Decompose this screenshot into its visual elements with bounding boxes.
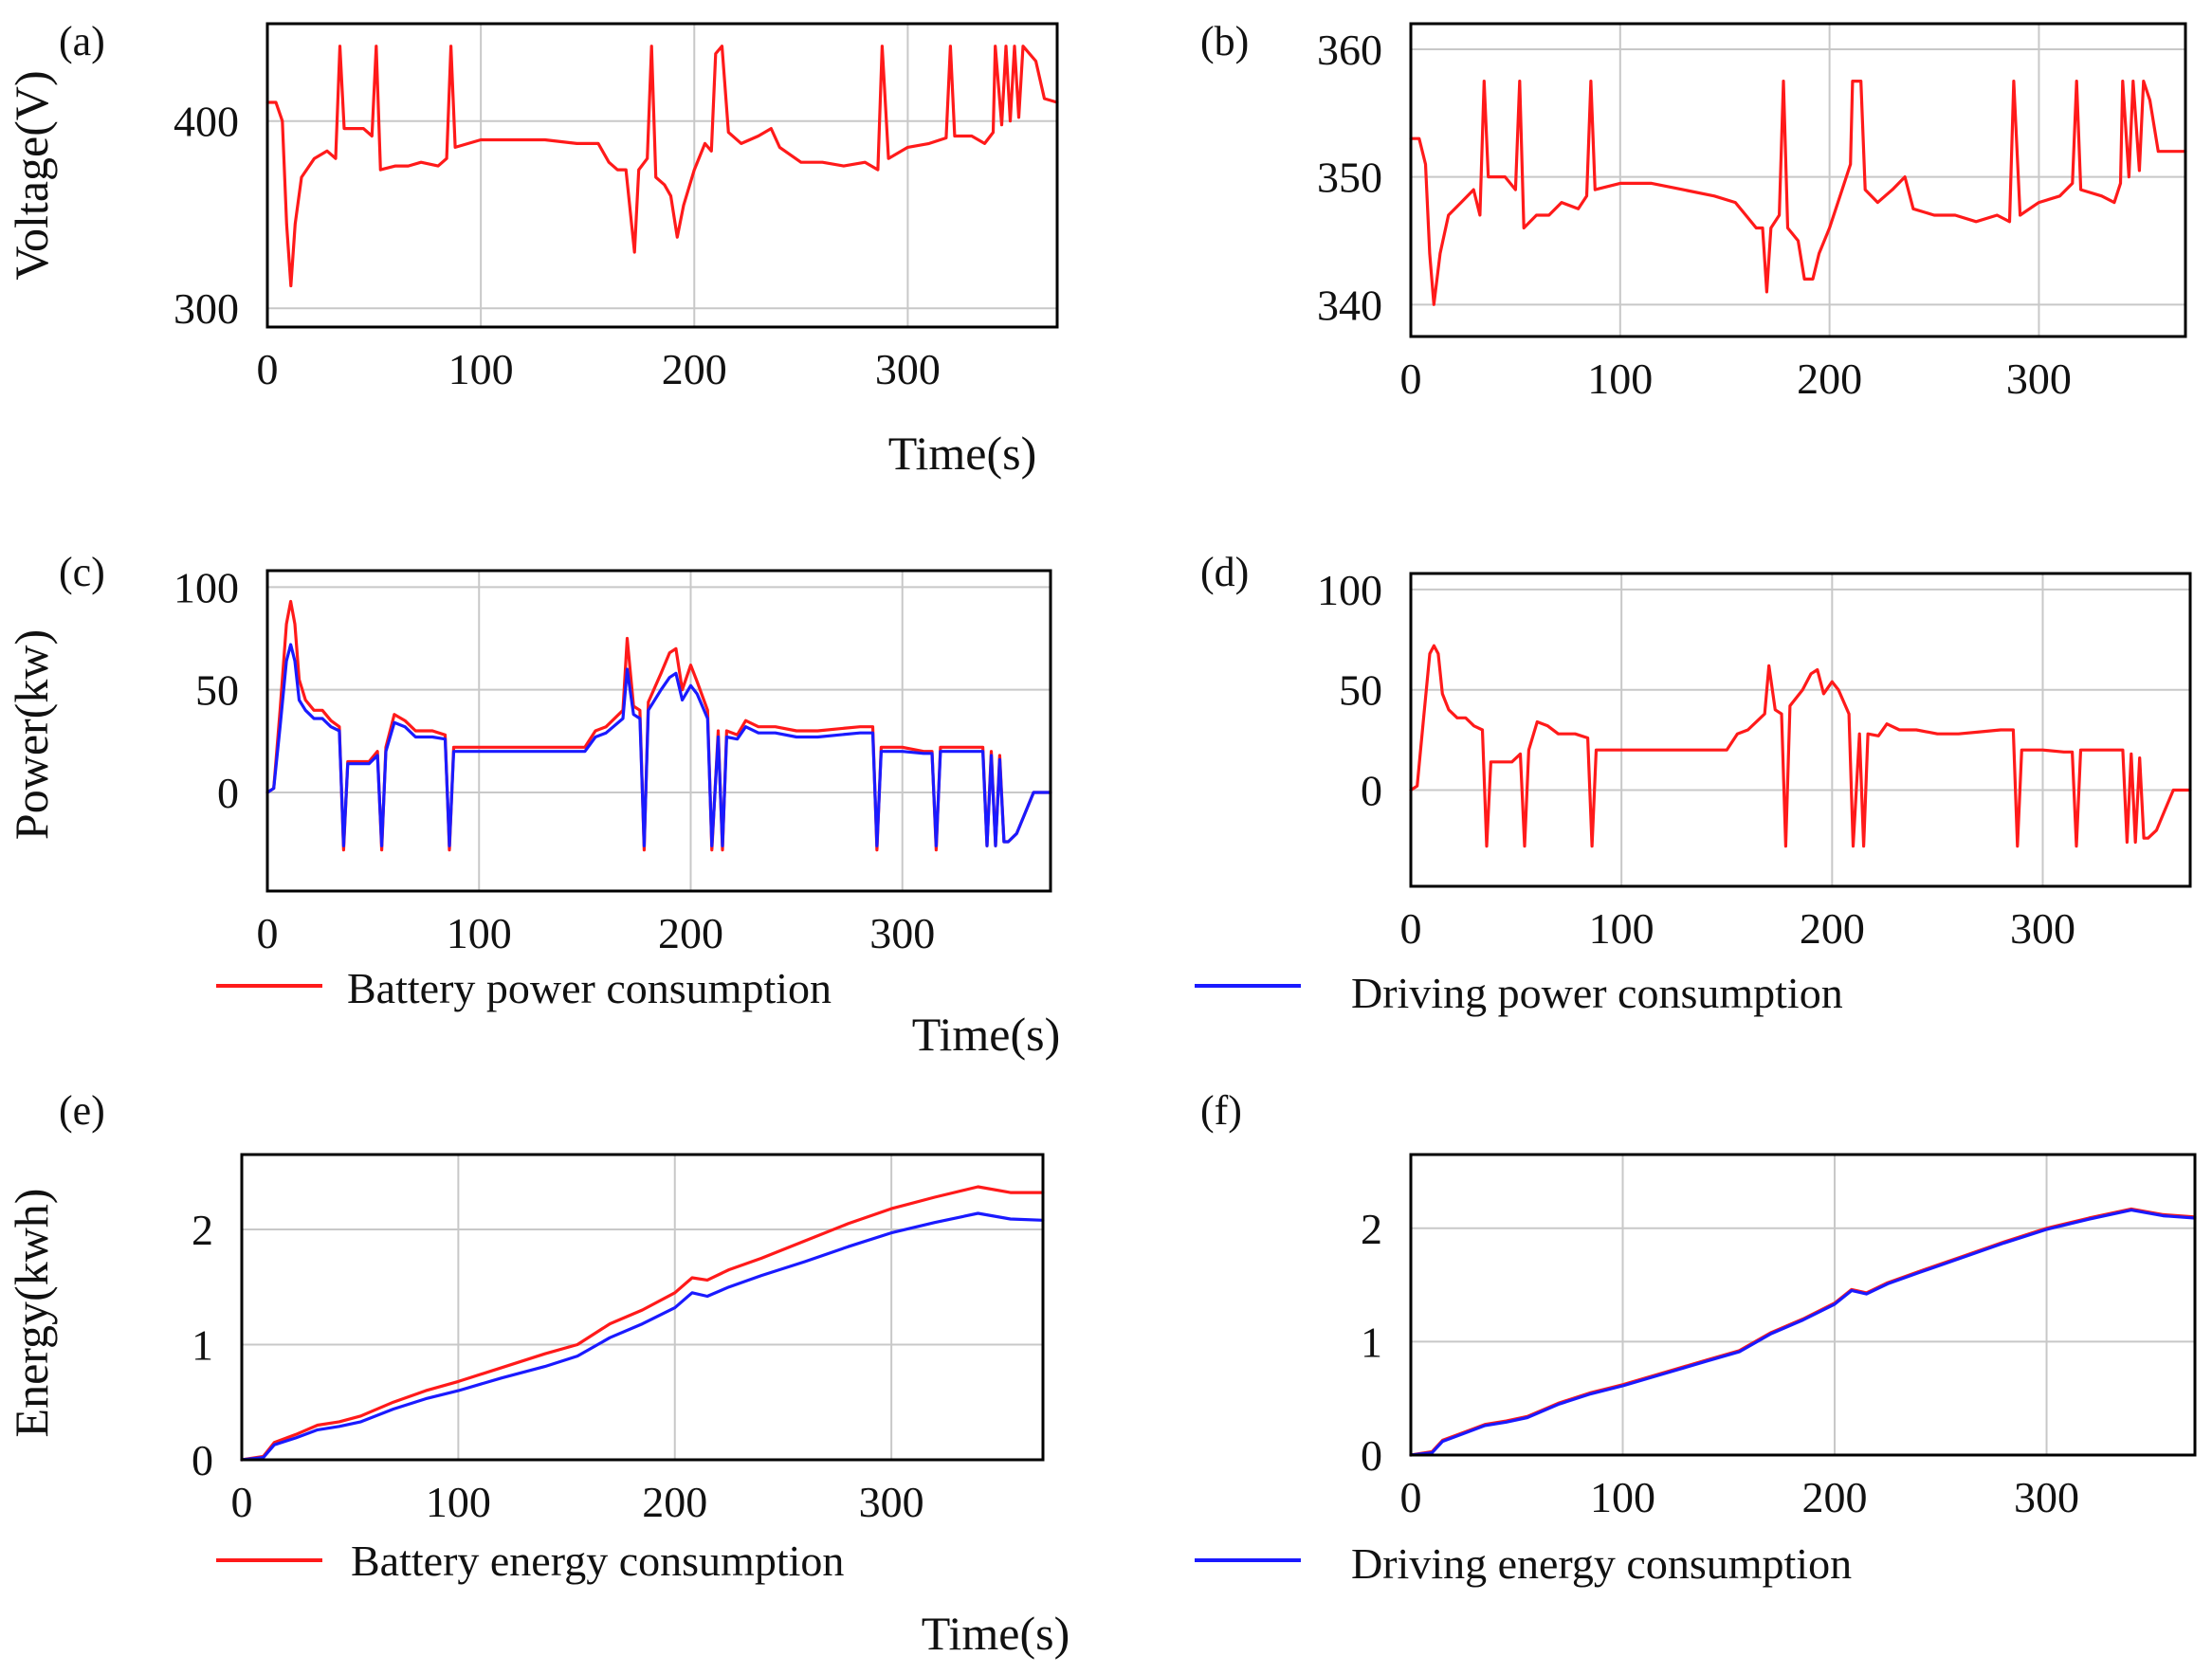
plot-frame (265, 569, 1052, 893)
plot-frame (1409, 1153, 2197, 1457)
x-tick-label: 0 (257, 909, 279, 957)
x-tick-label: 300 (2010, 904, 2075, 953)
plot-frame (240, 1153, 1045, 1462)
series-line-e-1 (240, 1211, 1045, 1462)
x-tick-label: 100 (1590, 1473, 1655, 1521)
series-line-e-0 (240, 1185, 1045, 1462)
panel-label: (d) (1200, 549, 1249, 595)
x-tick-label: 0 (231, 1478, 253, 1526)
legend-label-battery-power: Battery power consumption (347, 964, 832, 1012)
y-tick-label: 340 (1317, 281, 1382, 329)
y-tick-label: 0 (217, 769, 239, 817)
x-tick-label: 200 (662, 345, 727, 393)
y-tick-label: 0 (1361, 1431, 1382, 1480)
x-tick-label: 0 (1400, 355, 1422, 403)
series-line-a-0 (265, 45, 1059, 288)
panel-d: 0 100 200 300 0 50 100 (d) (1200, 549, 2192, 953)
panel-label: (f) (1200, 1087, 1242, 1134)
y-tick-label: 2 (192, 1206, 213, 1254)
series-line-b-0 (1409, 80, 2187, 306)
panel-b: 0 100 200 300 340 350 360 (b) (1200, 18, 2187, 403)
y-tick-label: 360 (1317, 26, 1382, 74)
x-axis-label: Time(s) (922, 1607, 1070, 1660)
panel-e: 0 100 200 300 0 1 2 (e) Energy(kwh) Time(s) (5, 1087, 1069, 1660)
y-axis-label: Energy(kwh) (5, 1189, 58, 1438)
x-tick-label: 200 (1802, 1473, 1868, 1521)
x-axis-label: Time(s) (912, 1008, 1061, 1061)
x-tick-label: 100 (426, 1478, 491, 1526)
x-tick-label: 300 (875, 345, 941, 393)
legend-label-driving-power: Driving power consumption (1351, 969, 1843, 1017)
x-tick-label: 300 (2006, 355, 2072, 403)
energy-legend: Battery energy consumption Driving energ… (216, 1537, 1852, 1588)
y-tick-label: 50 (1339, 666, 1382, 715)
legend-label-battery-energy: Battery energy consumption (351, 1537, 844, 1585)
x-tick-label: 300 (859, 1478, 924, 1526)
x-tick-label: 200 (1797, 355, 1862, 403)
panel-f: 0 100 200 300 0 1 2 (f) (1200, 1087, 2197, 1521)
x-tick-label: 100 (448, 345, 514, 393)
legend-label-driving-energy: Driving energy consumption (1351, 1539, 1852, 1588)
x-axis-label: Time(s) (888, 427, 1037, 480)
x-tick-label: 100 (447, 909, 512, 957)
y-tick-label: 1 (1361, 1318, 1382, 1366)
x-tick-label: 200 (658, 909, 723, 957)
power-legend: Battery power consumption Driving power … (216, 964, 1843, 1017)
y-tick-label: 100 (174, 563, 239, 611)
x-tick-label: 200 (642, 1478, 707, 1526)
x-tick-label: 0 (257, 345, 279, 393)
y-tick-label: 100 (1317, 566, 1382, 614)
y-tick-label: 400 (174, 98, 239, 146)
y-axis-label: Voltage(V) (5, 70, 58, 280)
y-tick-label: 0 (1361, 766, 1382, 814)
series-line-d-0 (1409, 644, 2192, 848)
y-tick-label: 50 (195, 666, 239, 715)
x-tick-label: 100 (1589, 904, 1654, 953)
plot-frame (265, 22, 1059, 329)
x-tick-label: 0 (1400, 1473, 1422, 1521)
panel-label: (c) (59, 549, 105, 595)
y-tick-label: 0 (192, 1436, 213, 1484)
x-tick-label: 100 (1587, 355, 1653, 403)
y-axis-label: Power(kw) (5, 629, 58, 840)
plot-frame (1409, 22, 2187, 338)
series-line-f-1 (1409, 1209, 2197, 1457)
y-tick-label: 300 (174, 284, 239, 333)
panel-label: (a) (59, 18, 105, 64)
y-tick-label: 2 (1361, 1205, 1382, 1253)
panel-c: 0 100 200 300 0 50 100 (c)Power(kw) Time(s) (5, 549, 1060, 1061)
panel-label: (e) (59, 1087, 105, 1134)
y-tick-label: 1 (192, 1320, 213, 1369)
plot-frame (1409, 572, 2192, 888)
x-tick-label: 300 (2014, 1473, 2079, 1521)
x-tick-label: 0 (1400, 904, 1422, 953)
series-line-c-1 (265, 643, 1052, 847)
series-line-c-0 (265, 599, 1052, 852)
panel-label: (b) (1200, 18, 1249, 64)
x-tick-label: 300 (869, 909, 935, 957)
x-tick-label: 200 (1800, 904, 1865, 953)
y-tick-label: 350 (1317, 154, 1382, 202)
panel-a: 0 100 200 300 300 400 (a)Voltage(V) Time(s) (5, 18, 1059, 480)
